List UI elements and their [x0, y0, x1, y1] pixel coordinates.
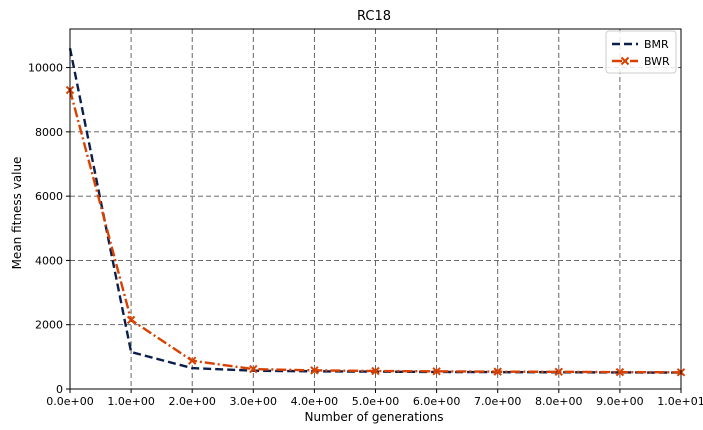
- chart-title: RC18: [357, 9, 391, 24]
- x-tick-label: 6.0e+00: [413, 395, 460, 408]
- x-tick-label: 1.0e+00: [107, 395, 154, 408]
- x-tick-label: 2.0e+00: [168, 395, 215, 408]
- legend-label-bwr: BWR: [644, 55, 670, 68]
- x-axis-ticks: 0.0e+00 1.0e+00 2.0e+00 3.0e+00 4.0e+00 5.0e+…: [46, 389, 703, 408]
- y-tick-label: 6000: [35, 190, 63, 203]
- y-tick-label: 2000: [35, 319, 63, 332]
- y-tick-label: 8000: [35, 126, 63, 139]
- x-tick-label: 1.0e+01: [657, 395, 703, 408]
- y-tick-label: 0: [56, 383, 63, 396]
- x-tick-label: 5.0e+00: [352, 395, 399, 408]
- x-tick-label: 0.0e+00: [46, 395, 93, 408]
- legend: BMR BWR: [606, 31, 676, 73]
- x-tick-label: 9.0e+00: [596, 395, 643, 408]
- y-axis-label: Mean fitness value: [10, 157, 24, 270]
- x-tick-label: 7.0e+00: [474, 395, 521, 408]
- y-axis-ticks: 0 2000 4000 6000 8000 10000: [28, 62, 70, 396]
- y-tick-label: 10000: [28, 62, 63, 75]
- grid-lines: [70, 29, 681, 389]
- x-tick-label: 8.0e+00: [535, 395, 582, 408]
- x-tick-label: 4.0e+00: [291, 395, 338, 408]
- legend-label-bmr: BMR: [644, 38, 669, 51]
- x-tick-label: 3.0e+00: [230, 395, 277, 408]
- y-tick-label: 4000: [35, 254, 63, 267]
- x-axis-label: Number of generations: [305, 410, 444, 424]
